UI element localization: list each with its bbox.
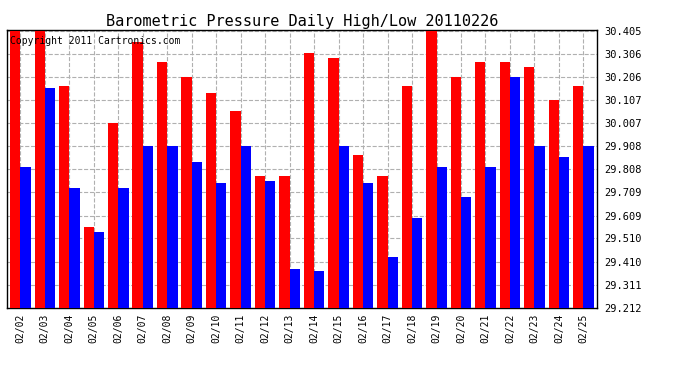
Bar <box>45 88 55 375</box>
Bar <box>167 146 177 375</box>
Bar <box>339 146 349 375</box>
Bar <box>402 86 412 375</box>
Bar <box>192 162 202 375</box>
Bar <box>388 257 398 375</box>
Bar <box>230 111 241 375</box>
Bar <box>304 53 314 375</box>
Bar <box>255 176 265 375</box>
Bar <box>328 58 339 375</box>
Bar <box>412 217 422 375</box>
Bar <box>216 183 226 375</box>
Bar <box>486 166 495 375</box>
Title: Barometric Pressure Daily High/Low 20110226: Barometric Pressure Daily High/Low 20110… <box>106 14 498 29</box>
Bar <box>10 31 21 375</box>
Bar <box>363 183 373 375</box>
Bar <box>132 42 143 375</box>
Bar <box>21 166 30 375</box>
Bar <box>573 86 583 375</box>
Bar <box>206 93 216 375</box>
Bar <box>559 158 569 375</box>
Bar <box>118 188 128 375</box>
Bar <box>549 100 559 375</box>
Bar <box>83 227 94 375</box>
Bar <box>353 155 363 375</box>
Bar <box>451 77 461 375</box>
Bar <box>157 62 167 375</box>
Bar <box>461 197 471 375</box>
Bar <box>265 181 275 375</box>
Bar <box>583 146 593 375</box>
Bar <box>290 268 300 375</box>
Bar <box>143 146 153 375</box>
Bar <box>475 62 486 375</box>
Bar <box>426 31 437 375</box>
Bar <box>279 176 290 375</box>
Bar <box>108 123 118 375</box>
Bar <box>314 271 324 375</box>
Bar <box>510 77 520 375</box>
Bar <box>59 86 69 375</box>
Bar <box>524 67 535 375</box>
Text: Copyright 2011 Cartronics.com: Copyright 2011 Cartronics.com <box>10 36 180 45</box>
Bar <box>181 77 192 375</box>
Bar <box>69 188 79 375</box>
Bar <box>535 146 544 375</box>
Bar <box>34 31 45 375</box>
Bar <box>94 231 104 375</box>
Bar <box>437 166 447 375</box>
Bar <box>241 146 251 375</box>
Bar <box>377 176 388 375</box>
Bar <box>500 62 510 375</box>
